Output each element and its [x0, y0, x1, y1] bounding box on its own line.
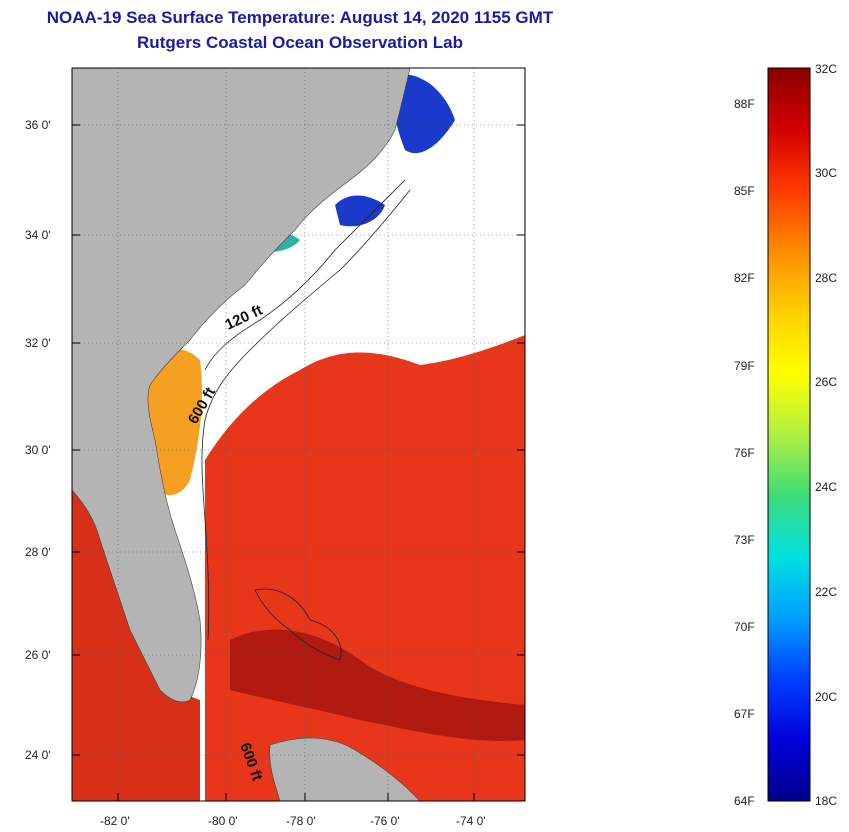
colorbar-fahrenheit-label: 85F: [734, 184, 755, 198]
hot-water-region: [230, 629, 525, 741]
colorbar-celsius-labels: 32C 30C 28C 26C 24C 22C 20C 18C: [815, 62, 837, 808]
land-cuba: [269, 737, 421, 801]
longitude-labels: -82 0' -80 0' -78 0' -76 0' -74 0': [100, 814, 486, 828]
lon-label: -82 0': [100, 814, 130, 828]
colorbar-fahrenheit-label: 73F: [734, 533, 755, 547]
map-subtitle: Rutgers Coastal Ocean Observation Lab: [137, 33, 463, 52]
colorbar-celsius-label: 18C: [815, 794, 837, 808]
land-us-east-coast: [72, 68, 411, 703]
bahamas-outline: [254, 588, 342, 661]
colorbar-celsius-label: 28C: [815, 271, 837, 285]
contour-600ft: [201, 189, 411, 641]
colorbar-celsius-label: 22C: [815, 585, 837, 599]
lon-label: -74 0': [456, 814, 486, 828]
colorbar-fahrenheit-label: 82F: [734, 271, 755, 285]
latitude-labels: 36 0' 34 0' 32 0' 30 0' 28 0' 26 0' 24 0…: [25, 118, 51, 762]
colorbar-fahrenheit-label: 67F: [734, 707, 755, 721]
colorbar-celsius-label: 32C: [815, 62, 837, 76]
tick-marks: [72, 124, 525, 801]
contour-120ft: [204, 179, 406, 371]
colorbar-celsius-label: 24C: [815, 480, 837, 494]
colorbar-fahrenheit-label: 88F: [734, 97, 755, 111]
lon-label: -80 0': [208, 814, 238, 828]
colorbar-celsius-label: 26C: [815, 375, 837, 389]
lat-label: 36 0': [25, 118, 51, 132]
cool-water-patch: [393, 74, 455, 154]
colorbar-celsius-label: 20C: [815, 690, 837, 704]
lon-label: -78 0': [286, 814, 316, 828]
lat-label: 34 0': [25, 228, 51, 242]
lat-label: 28 0': [25, 545, 51, 559]
colorbar-fahrenheit-label: 64F: [734, 794, 755, 808]
map-area: [72, 68, 525, 801]
colorbar-fahrenheit-label: 76F: [734, 446, 755, 460]
lat-label: 32 0': [25, 336, 51, 350]
colorbar-fahrenheit-label: 79F: [734, 359, 755, 373]
gulf-warm-water: [72, 490, 200, 801]
lat-label: 24 0': [25, 748, 51, 762]
colorbar-fahrenheit-labels: 88F 85F 82F 79F 76F 73F 70F 67F 64F: [734, 97, 755, 808]
map-title: NOAA-19 Sea Surface Temperature: August …: [46, 8, 554, 27]
colorbar-fahrenheit-label: 70F: [734, 620, 755, 634]
lat-label: 26 0': [25, 648, 51, 662]
colorbar-celsius-label: 30C: [815, 166, 837, 180]
colorbar: [767, 67, 811, 802]
lon-label: -76 0': [370, 814, 400, 828]
lat-label: 30 0': [25, 443, 51, 457]
map-frame: [71, 67, 526, 802]
cool-water-patch: [335, 195, 385, 227]
